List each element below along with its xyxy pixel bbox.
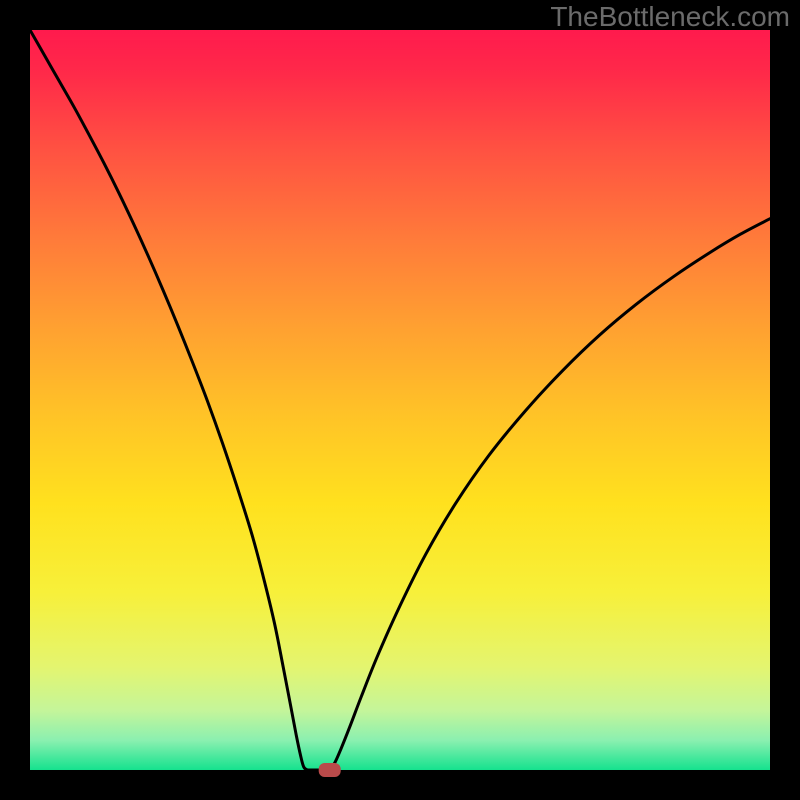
watermark: TheBottleneck.com bbox=[550, 1, 790, 32]
bottleneck-chart: TheBottleneck.com bbox=[0, 0, 800, 800]
optimum-marker bbox=[319, 763, 341, 777]
plot-background bbox=[30, 30, 770, 770]
chart-svg: TheBottleneck.com bbox=[0, 0, 800, 800]
